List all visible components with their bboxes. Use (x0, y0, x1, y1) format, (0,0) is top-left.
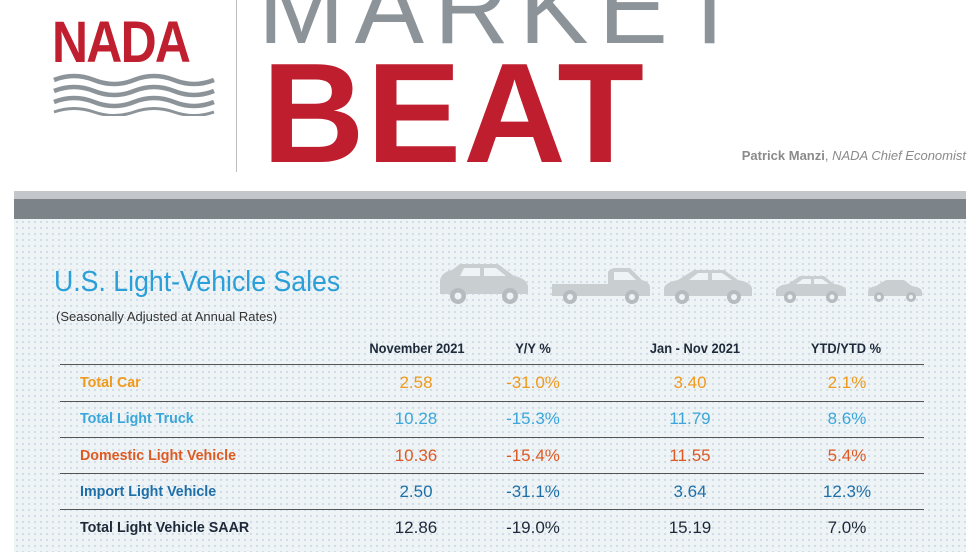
band-highlight (14, 191, 966, 199)
author-name: Patrick Manzi (741, 148, 825, 163)
section-band (14, 199, 966, 219)
cell-ytd-pct: 5.4% (827, 446, 867, 465)
cell-november: 10.36 (394, 446, 438, 465)
col-header-yy: Y/Y % (515, 340, 551, 356)
cell-november: 2.50 (399, 482, 433, 501)
cell-ytd-pct: 7.0% (827, 518, 867, 537)
col-header-ytd: Jan - Nov 2021 (649, 340, 741, 356)
table-rule (60, 509, 924, 510)
table-rule (60, 401, 924, 402)
cell-november: 2.58 (399, 373, 433, 392)
row-label: Total Car (80, 374, 141, 391)
table-rule (60, 437, 924, 438)
row-label: Import Light Vehicle (80, 483, 217, 500)
small-car-icon (868, 280, 922, 302)
title-market: MARKET (258, 0, 752, 66)
row-label: Total Light Vehicle SAAR (80, 519, 250, 536)
row-label: Total Light Truck (80, 410, 194, 427)
table-rule (60, 364, 924, 365)
col-header-ytd-pct: YTD/YTD % (810, 340, 882, 356)
sedan-icon (664, 270, 752, 304)
cell-ytd-pct: 12.3% (822, 482, 872, 501)
cell-november: 10.28 (394, 409, 438, 428)
suv-icon (440, 264, 528, 304)
section-title: U.S. Light-Vehicle Sales (54, 266, 341, 298)
compact-car-icon (776, 276, 846, 303)
nada-logo: NADA (52, 10, 217, 116)
section-subtitle: (Seasonally Adjusted at Annual Rates) (56, 309, 278, 324)
cell-ytd: 3.40 (673, 373, 707, 392)
header-divider (236, 0, 237, 172)
cell-yy: -15.3% (506, 409, 560, 428)
cell-ytd: 11.55 (669, 446, 711, 465)
logo-text: NADA (52, 10, 191, 75)
cell-yy: -31.1% (506, 482, 560, 501)
row-label: Domestic Light Vehicle (80, 447, 237, 464)
cell-yy: -31.0% (506, 373, 560, 392)
col-header-november: November 2021 (369, 340, 465, 356)
cell-ytd: 11.79 (669, 409, 711, 428)
table-rule (60, 473, 924, 474)
author-role: NADA Chief Economist (832, 148, 966, 163)
cell-ytd: 3.64 (673, 482, 707, 501)
cell-ytd-pct: 2.1% (827, 373, 867, 392)
cell-ytd-pct: 8.6% (827, 409, 867, 428)
byline: Patrick Manzi, NADA Chief Economist (741, 148, 966, 163)
cell-ytd: 15.19 (668, 518, 712, 537)
wave-icon (53, 73, 215, 116)
cell-yy: -19.0% (506, 518, 560, 537)
vehicle-icons (440, 264, 922, 304)
pickup-truck-icon (552, 268, 650, 304)
cell-november: 12.86 (394, 518, 438, 537)
title-beat: BEAT (262, 34, 647, 193)
cell-yy: -15.4% (506, 446, 560, 465)
